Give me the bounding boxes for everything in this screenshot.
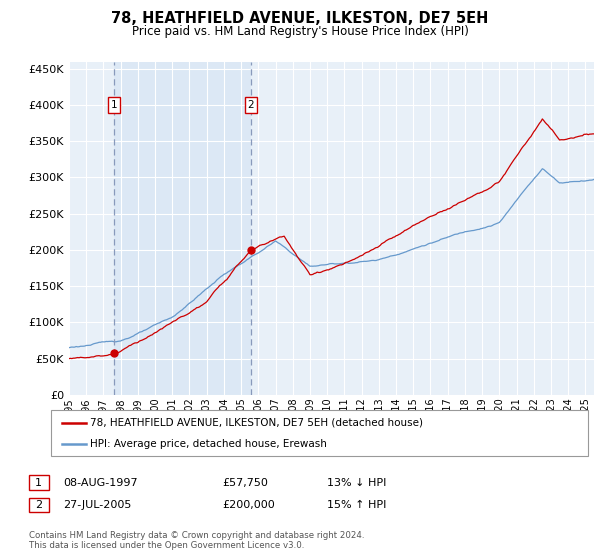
Text: £200,000: £200,000 xyxy=(222,500,275,510)
Text: Contains HM Land Registry data © Crown copyright and database right 2024.
This d: Contains HM Land Registry data © Crown c… xyxy=(29,531,364,550)
Text: 13% ↓ HPI: 13% ↓ HPI xyxy=(327,478,386,488)
Text: 2: 2 xyxy=(35,500,42,510)
Text: £57,750: £57,750 xyxy=(222,478,268,488)
Text: 27-JUL-2005: 27-JUL-2005 xyxy=(63,500,131,510)
Bar xyxy=(114,62,251,395)
Text: 1: 1 xyxy=(110,100,117,110)
Text: 08-AUG-1997: 08-AUG-1997 xyxy=(63,478,137,488)
Text: HPI: Average price, detached house, Erewash: HPI: Average price, detached house, Erew… xyxy=(90,439,327,449)
Text: 15% ↑ HPI: 15% ↑ HPI xyxy=(327,500,386,510)
Text: 1: 1 xyxy=(35,478,42,488)
Text: 78, HEATHFIELD AVENUE, ILKESTON, DE7 5EH (detached house): 78, HEATHFIELD AVENUE, ILKESTON, DE7 5EH… xyxy=(90,418,423,428)
Text: 78, HEATHFIELD AVENUE, ILKESTON, DE7 5EH: 78, HEATHFIELD AVENUE, ILKESTON, DE7 5EH xyxy=(112,11,488,26)
Text: Price paid vs. HM Land Registry's House Price Index (HPI): Price paid vs. HM Land Registry's House … xyxy=(131,25,469,38)
Text: 2: 2 xyxy=(247,100,254,110)
